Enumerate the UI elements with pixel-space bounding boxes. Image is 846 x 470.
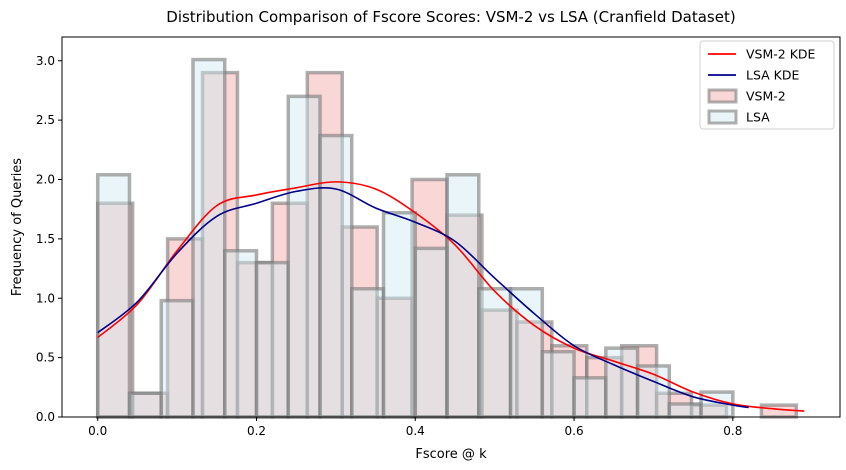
lsa-bar	[286, 94, 322, 419]
lsa-bar	[127, 391, 163, 419]
legend-label-vsm-2-kde: VSM-2 KDE	[746, 47, 816, 62]
legend-label-lsa-kde: LSA KDE	[746, 68, 799, 83]
lsa-bar	[604, 346, 640, 419]
lsa-bar	[318, 133, 354, 419]
x-tick-label: 0.6	[565, 424, 584, 438]
y-axis-ticks: 0.0 0.5 1.0 1.5 2.0 2.5 3.0	[36, 54, 62, 424]
lsa-bar	[572, 376, 608, 419]
legend-label-vsm-2: VSM-2	[746, 89, 786, 104]
lsa-bar	[350, 287, 386, 419]
vsm-2-kde-line	[97, 181, 805, 412]
x-tick-label: 0.2	[247, 424, 266, 438]
y-tick-label: 2.5	[36, 113, 55, 127]
lsa-bar	[508, 287, 545, 419]
lsa-bar	[254, 260, 291, 419]
vsm-2-bar	[165, 237, 205, 419]
legend-box	[699, 40, 835, 130]
y-tick-label: 2.0	[36, 173, 55, 187]
vsm-2-bar	[200, 70, 240, 419]
x-tick-label: 0.4	[406, 424, 425, 438]
vsm-2-bar	[515, 320, 554, 419]
y-tick-label: 0.0	[36, 410, 55, 424]
legend-label-lsa: LSA	[746, 110, 770, 125]
x-axis-ticks: 0.0 0.2 0.4 0.6 0.8	[88, 417, 742, 438]
y-tick-label: 1.5	[36, 232, 55, 246]
lsa-bar	[540, 349, 576, 419]
lsa-bar	[413, 246, 449, 419]
vsm-2-bar	[759, 403, 799, 419]
y-tick-label: 0.5	[36, 351, 55, 365]
y-axis-label: Frequency of Queries	[10, 158, 25, 296]
x-axis-label: Fscore @ k	[415, 447, 487, 462]
legend-swatch-vsm-2	[707, 88, 738, 104]
plot-frame	[61, 36, 841, 418]
chart-title: Distribution Comparison of Fscore Scores…	[166, 8, 735, 26]
lsa-kde-line	[97, 187, 749, 409]
lsa-bar	[222, 249, 259, 419]
legend-swatch-lsa	[707, 109, 738, 125]
lsa-bar	[381, 211, 418, 419]
y-tick-label: 1.0	[36, 291, 55, 305]
lsa-bar	[477, 287, 513, 419]
lsa-bar	[191, 57, 227, 419]
legend: VSM-2 KDE LSA KDE VSM-2 LSA	[699, 40, 835, 130]
x-tick-label: 0.0	[88, 424, 107, 438]
x-tick-label: 0.8	[723, 424, 742, 438]
lsa-bar	[445, 173, 481, 419]
kde-lines	[97, 181, 805, 412]
lsa-bar	[95, 173, 132, 419]
lsa-bar	[159, 298, 195, 419]
lsa-bar	[667, 402, 703, 419]
y-tick-label: 3.0	[36, 54, 55, 68]
